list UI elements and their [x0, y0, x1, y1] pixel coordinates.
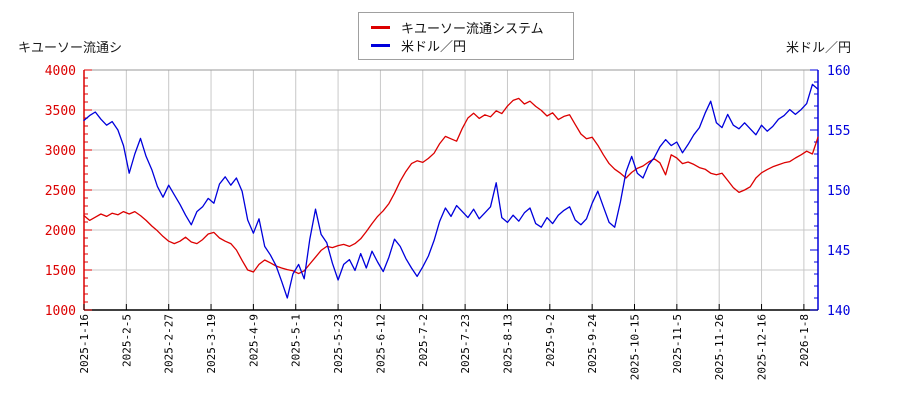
svg-text:3000: 3000	[45, 144, 76, 159]
svg-text:2025-7-23: 2025-7-23	[459, 314, 472, 374]
svg-text:2025-9-24: 2025-9-24	[586, 314, 599, 374]
svg-text:2025-7-2: 2025-7-2	[417, 314, 430, 367]
svg-text:2025-1-16: 2025-1-16	[78, 314, 91, 374]
legend-label-stock: キユーソー流通システム	[401, 21, 544, 37]
svg-text:1500: 1500	[45, 264, 76, 279]
svg-text:1000: 1000	[45, 304, 76, 319]
svg-text:2025-11-26: 2025-11-26	[713, 314, 726, 380]
legend-item-stock: キユーソー流通システム	[371, 18, 565, 37]
svg-text:2025-9-2: 2025-9-2	[544, 314, 557, 367]
legend-item-usdjpy: 米ドル／円	[371, 36, 565, 55]
svg-text:4000: 4000	[45, 64, 76, 79]
svg-text:2025-8-13: 2025-8-13	[501, 314, 514, 374]
svg-text:2025-11-5: 2025-11-5	[671, 314, 684, 374]
svg-text:3500: 3500	[45, 104, 76, 119]
svg-text:2025-3-19: 2025-3-19	[205, 314, 218, 374]
left-axis-title: キユーソー流通シ	[18, 41, 123, 56]
svg-text:2025-2-5: 2025-2-5	[120, 314, 133, 367]
red-line-sample-icon	[371, 25, 390, 29]
legend-label-usdjpy: 米ドル／円	[401, 39, 467, 55]
svg-text:2025-2-27: 2025-2-27	[163, 314, 176, 374]
right-axis-title: 米ドル／円	[786, 41, 852, 56]
blue-line-sample-icon	[371, 43, 390, 47]
svg-text:150: 150	[827, 184, 850, 199]
svg-text:2025-5-1: 2025-5-1	[290, 314, 303, 367]
svg-text:140: 140	[827, 304, 850, 319]
svg-text:2025-4-9: 2025-4-9	[247, 314, 260, 367]
svg-text:2025-12-16: 2025-12-16	[756, 314, 769, 380]
legend: キユーソー流通システム 米ドル／円	[358, 12, 574, 60]
svg-text:145: 145	[827, 244, 850, 259]
svg-text:2025-10-15: 2025-10-15	[629, 314, 642, 380]
svg-text:2026-1-8: 2026-1-8	[798, 314, 811, 367]
svg-text:2025-6-12: 2025-6-12	[374, 314, 387, 374]
svg-text:160: 160	[827, 64, 850, 79]
svg-text:2025-5-23: 2025-5-23	[332, 314, 345, 374]
svg-text:2500: 2500	[45, 184, 76, 199]
svg-text:2000: 2000	[45, 224, 76, 239]
svg-text:155: 155	[827, 124, 850, 139]
